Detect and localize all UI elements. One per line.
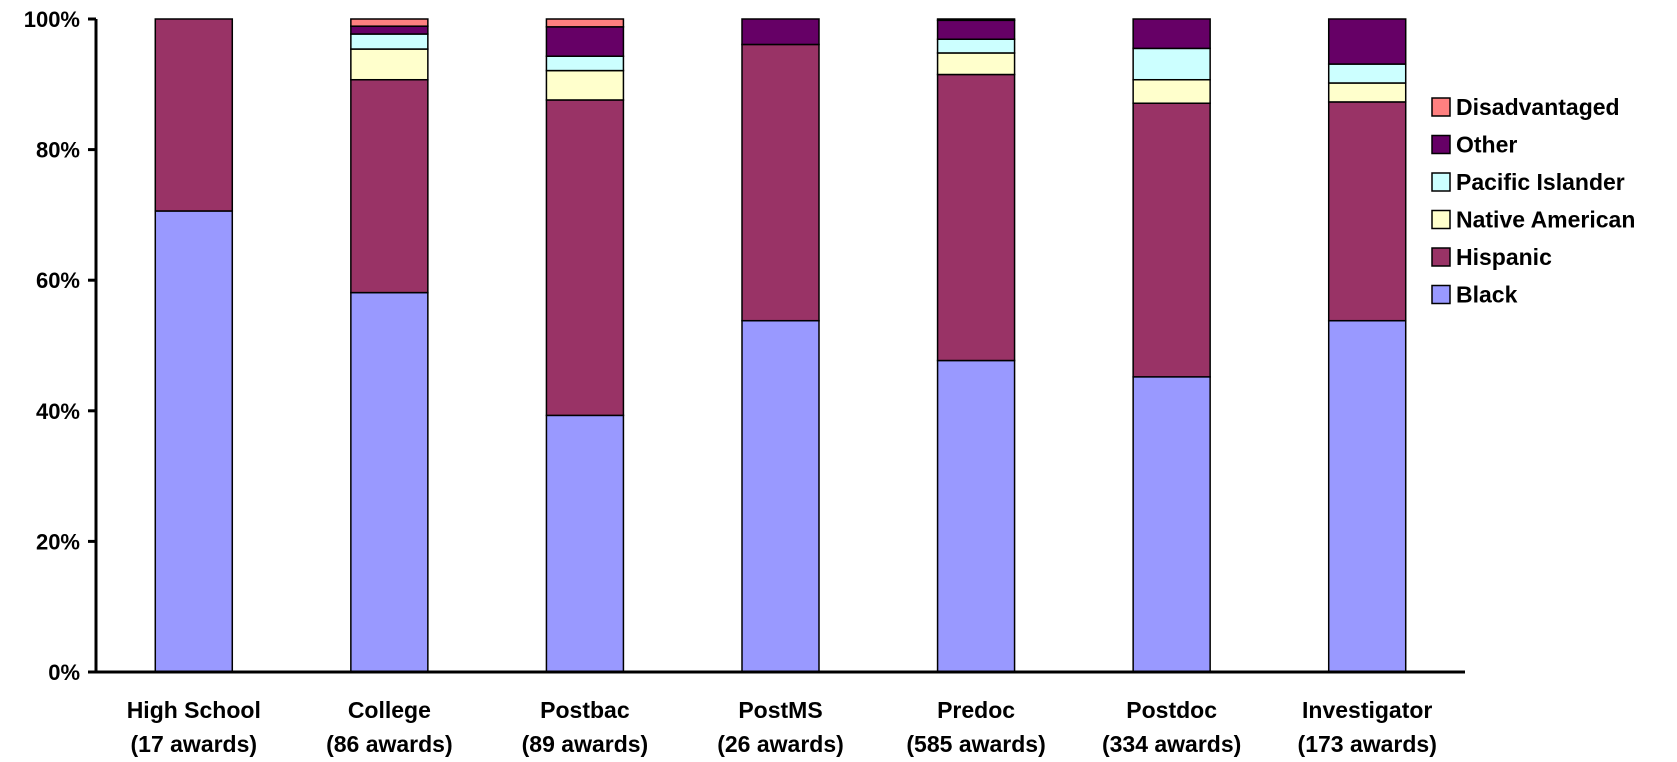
x-category-label: (26 awards): [717, 731, 844, 757]
bar-segment: [741, 18, 820, 46]
bar-segment: [545, 18, 625, 28]
bar-segment: [545, 99, 625, 417]
bar-segment: [350, 18, 429, 27]
bar-segment: [1327, 63, 1407, 84]
bar-segment: [350, 25, 429, 35]
x-category-label: PostMS: [738, 697, 822, 723]
bar-segment: [1132, 78, 1211, 104]
legend-label: Disadvantaged: [1456, 94, 1620, 120]
x-category-label: (86 awards): [326, 731, 453, 757]
x-category-label: Predoc: [937, 697, 1015, 723]
x-category-label: Investigator: [1302, 697, 1432, 723]
bar-segment: [1327, 18, 1407, 65]
legend-label: Hispanic: [1456, 244, 1552, 270]
bar-segment: [1327, 82, 1407, 103]
x-category-label: (17 awards): [131, 731, 258, 757]
bar-segment: [936, 18, 1016, 22]
legend-label: Native American: [1456, 207, 1635, 233]
x-category-label: (334 awards): [1102, 731, 1241, 757]
bar-segment: [1132, 102, 1211, 378]
bar-segment: [741, 319, 820, 673]
bars-layer: [154, 18, 1407, 673]
bar-segment: [936, 52, 1016, 76]
bar-segment: [741, 43, 820, 322]
bar-segment: [545, 26, 625, 57]
bar-segment: [1327, 101, 1407, 322]
bar-segment: [936, 19, 1016, 40]
bar-segment: [1132, 47, 1211, 81]
legend-label: Black: [1456, 282, 1518, 308]
bar-group: [545, 18, 625, 673]
bar-group: [154, 18, 234, 673]
y-tick-label: 100%: [24, 7, 80, 32]
legend: Disadvantaged Other Pacific Islander Native…: [1431, 94, 1635, 308]
bar-segment: [1132, 376, 1211, 673]
bar-segment: [350, 78, 429, 294]
bar-segment: [1132, 18, 1211, 50]
legend-swatch: [1431, 172, 1451, 192]
legend-swatch: [1431, 247, 1451, 267]
x-category-label: Postbac: [540, 697, 630, 723]
x-category-labels: High School (17 awards) College (86 awards)…: [127, 697, 1437, 757]
bar-segment: [350, 291, 429, 673]
x-category-label: High School: [127, 697, 261, 723]
y-tick-label: 0%: [48, 660, 80, 685]
bar-segment: [1327, 319, 1407, 673]
y-tick-label: 80%: [36, 138, 80, 163]
legend-swatch: [1431, 97, 1451, 117]
legend-label: Pacific Islander: [1456, 169, 1625, 195]
bar-group: [350, 18, 429, 673]
y-tick-label: 60%: [36, 268, 80, 293]
bar-segment: [545, 55, 625, 72]
bar-group: [1327, 18, 1407, 673]
bar-segment: [936, 73, 1016, 362]
bar-group: [741, 18, 820, 673]
y-tick-labels: 0% 20% 40% 60% 80% 100%: [24, 7, 80, 685]
y-tick-label: 20%: [36, 529, 80, 554]
legend-swatch: [1431, 134, 1451, 155]
bar-segment: [545, 414, 625, 673]
x-category-label: Postdoc: [1126, 697, 1217, 723]
bar-segment: [350, 48, 429, 81]
x-category-label: (585 awards): [906, 731, 1045, 757]
axes-layer: [88, 17, 1465, 674]
bar-group: [936, 18, 1016, 673]
legend-swatch: [1431, 284, 1451, 305]
bar-segment: [350, 33, 429, 50]
x-category-label: (89 awards): [522, 731, 649, 757]
bar-segment: [154, 210, 234, 673]
bar-segment: [936, 359, 1016, 673]
bar-group: [1132, 18, 1211, 673]
x-category-label: (173 awards): [1298, 731, 1437, 757]
legend-label: Other: [1456, 132, 1517, 158]
bar-segment: [545, 69, 625, 101]
bar-segment: [154, 18, 234, 212]
legend-swatch: [1431, 209, 1451, 230]
x-category-label: College: [348, 697, 431, 723]
bar-segment: [936, 38, 1016, 54]
y-tick-label: 40%: [36, 399, 80, 424]
